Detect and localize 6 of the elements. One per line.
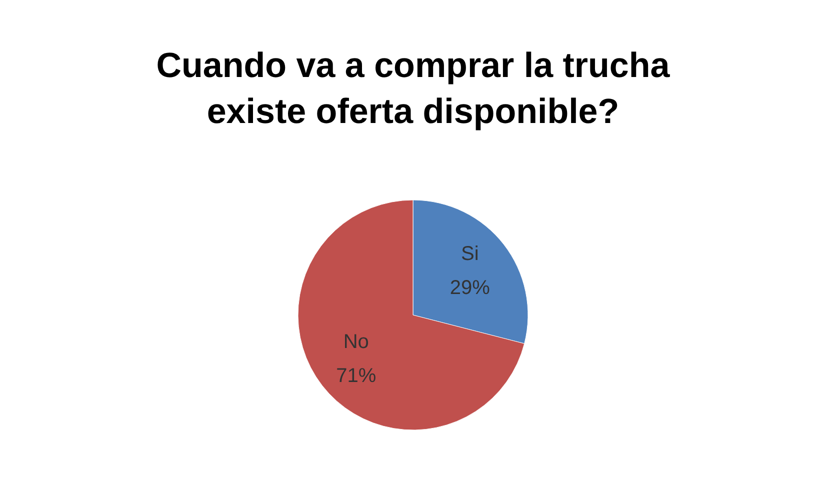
slice-label: No [343,331,369,354]
data-label: 71% [336,365,376,388]
slice-label: Si [460,242,479,265]
data-label: 29% [450,276,490,299]
pie-slice [298,200,525,430]
chart-title: Cuando va a comprar la trucha existe oferta disponible? [156,46,670,131]
